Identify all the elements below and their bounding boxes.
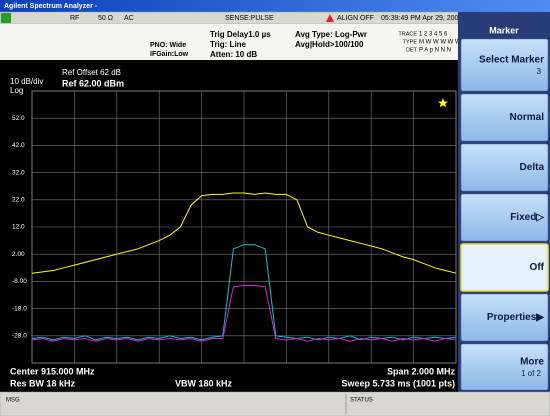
softkey[interactable] <box>460 143 549 192</box>
log: Log <box>10 86 23 95</box>
trace <box>31 285 457 342</box>
status: STATUS <box>350 398 373 404</box>
softkey[interactable] <box>460 293 549 342</box>
y-tick-label: 2.00 <box>12 251 25 258</box>
coupling: AC <box>124 15 134 22</box>
softkey-label: Delta <box>520 162 545 173</box>
softkey-label: Properties▶ <box>487 312 545 323</box>
softkey-sub: 3 <box>537 67 542 76</box>
vbw: VBW 180 kHz <box>175 378 233 388</box>
window-title: Agilent Spectrum Analyzer - <box>4 3 98 10</box>
datetime: 05:39:49 PM Apr 29, 2008 <box>381 15 462 22</box>
softkey-label: Fixed▷ <box>510 212 545 223</box>
sense: SENSE:PULSE <box>225 15 274 22</box>
y-tick-label: 32.0 <box>12 169 25 176</box>
bottom-bar <box>0 391 550 416</box>
y-tick-label: 22.0 <box>12 197 25 204</box>
y-tick-label: 12.0 <box>12 224 25 231</box>
trig-delay: Trig Delay1.0 µs <box>210 30 271 39</box>
softkey[interactable] <box>460 193 549 242</box>
softkey-label: Normal <box>510 112 545 123</box>
rf: RF <box>70 15 79 22</box>
type-value: M W W W W W <box>419 40 461 46</box>
y-tick-label: 52.0 <box>12 115 25 122</box>
det-label: DET <box>406 47 418 53</box>
y-tick-label: -18.0 <box>12 305 27 312</box>
scale: 10 dB/div <box>10 77 43 86</box>
align: ALIGN OFF <box>337 15 374 22</box>
plot-background <box>0 60 458 392</box>
softkey[interactable] <box>460 93 549 142</box>
settings-panel <box>0 24 458 60</box>
marker-star <box>438 98 448 108</box>
softkey-label: More <box>520 357 544 368</box>
ref-offset: Ref Offset 62 dB <box>62 68 121 77</box>
softkey[interactable] <box>460 38 549 92</box>
softkey[interactable] <box>460 343 549 391</box>
ref-level: Ref 62.00 dBm <box>62 78 124 88</box>
trace-value: 1 2 3 4 5 6 <box>419 32 448 38</box>
res-bw: Res BW 18 kHz <box>10 378 76 388</box>
pno: PNO: Wide <box>150 42 186 49</box>
atten: Atten: 10 dB <box>210 50 257 59</box>
trace-label: TRACE <box>398 31 417 37</box>
trace <box>31 192 457 274</box>
softkey-label: Select Marker <box>479 55 544 66</box>
avg-type: Avg Type: Log-Pwr <box>295 30 367 39</box>
ifgain: IFGain:Low <box>150 51 189 58</box>
align-icon <box>326 14 334 22</box>
softkey-sub: 1 of 2 <box>521 369 542 378</box>
det-value: P A p N N N <box>419 48 451 54</box>
msg: MSG <box>6 398 20 404</box>
graticule: 52.0 42.0 32.0 22.0 12.0 2.00 -8.00 -18.0 -28.0 <box>12 90 457 364</box>
span: Span 2.000 MHz <box>387 366 456 376</box>
y-tick-label: 42.0 <box>12 142 25 149</box>
avg-hold: Avg|Hold>100/100 <box>295 40 364 49</box>
type-label: TYPE <box>403 39 418 45</box>
title-bar <box>0 0 550 12</box>
softkey-label: Off <box>530 262 545 273</box>
y-tick-label: -8.00 <box>12 278 27 285</box>
softkey-title: Marker <box>489 25 519 35</box>
impedance: 50 Ω <box>98 15 113 22</box>
lxi-icon <box>1 13 11 23</box>
trace <box>31 244 457 341</box>
softkey[interactable] <box>460 243 549 292</box>
sweep: Sweep 5.733 ms (1001 pts) <box>341 378 455 388</box>
y-tick-label: -28.0 <box>12 333 27 340</box>
trig: Trig: Line <box>210 40 247 49</box>
center: Center 915.000 MHz <box>10 366 95 376</box>
